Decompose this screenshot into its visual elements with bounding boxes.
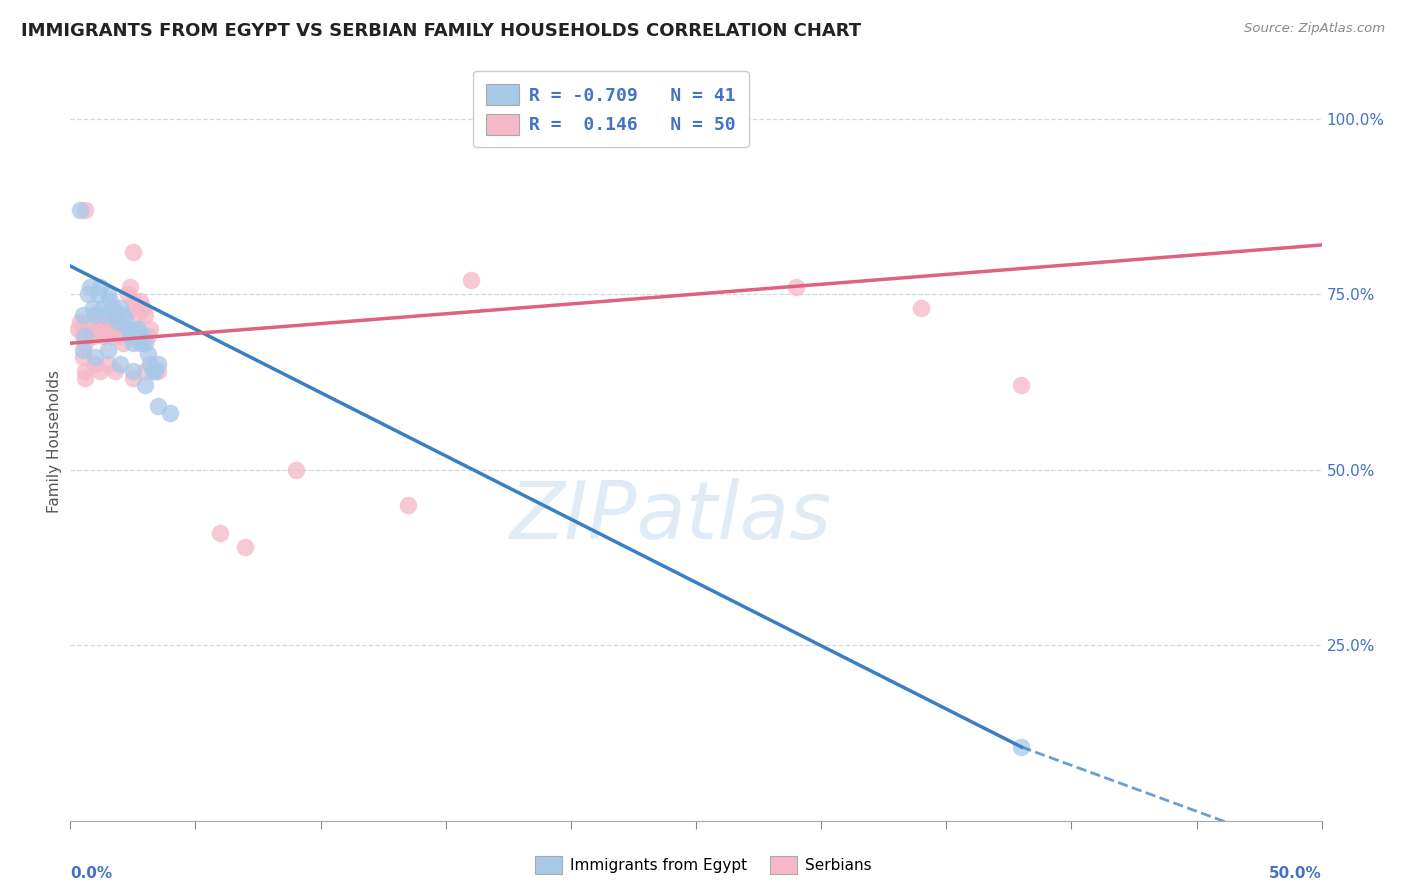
Point bbox=[1010, 739, 1032, 754]
Point bbox=[114, 311, 136, 326]
Point bbox=[87, 287, 110, 301]
Point bbox=[76, 287, 98, 301]
Point bbox=[120, 280, 142, 294]
Point bbox=[396, 498, 419, 512]
Point bbox=[235, 540, 257, 554]
Point bbox=[91, 301, 114, 315]
Point bbox=[84, 351, 107, 365]
Point bbox=[146, 357, 169, 371]
Point bbox=[104, 364, 127, 378]
Point bbox=[97, 343, 120, 358]
Point bbox=[134, 336, 156, 351]
Point bbox=[129, 294, 152, 309]
Point bbox=[110, 357, 132, 371]
Point bbox=[142, 364, 165, 378]
Point bbox=[139, 322, 162, 336]
Point bbox=[111, 336, 134, 351]
Point bbox=[98, 322, 121, 336]
Point bbox=[107, 322, 129, 336]
Point bbox=[121, 371, 145, 385]
Point bbox=[134, 364, 156, 378]
Point bbox=[76, 315, 98, 329]
Point bbox=[97, 357, 120, 371]
Point bbox=[145, 364, 167, 378]
Point bbox=[72, 351, 94, 365]
Point bbox=[87, 322, 110, 336]
Point bbox=[82, 329, 104, 343]
Point bbox=[159, 407, 181, 421]
Point bbox=[129, 336, 152, 351]
Point bbox=[127, 322, 149, 336]
Point bbox=[124, 301, 146, 315]
Point bbox=[132, 329, 155, 343]
Point bbox=[136, 347, 159, 361]
Point bbox=[117, 322, 139, 336]
Point bbox=[117, 287, 139, 301]
Point bbox=[120, 329, 142, 343]
Point bbox=[121, 336, 145, 351]
Point bbox=[94, 322, 117, 336]
Point bbox=[75, 329, 97, 343]
Point bbox=[121, 364, 145, 378]
Point bbox=[84, 357, 107, 371]
Point bbox=[97, 287, 120, 301]
Point bbox=[79, 322, 101, 336]
Point bbox=[89, 315, 111, 329]
Point bbox=[127, 308, 149, 322]
Point bbox=[89, 364, 111, 378]
Point bbox=[124, 322, 146, 336]
Point bbox=[75, 336, 97, 351]
Point bbox=[134, 378, 156, 392]
Point bbox=[284, 462, 307, 476]
Legend: R = -0.709   N = 41, R =  0.146   N = 50: R = -0.709 N = 41, R = 0.146 N = 50 bbox=[474, 71, 749, 147]
Point bbox=[101, 301, 124, 315]
Point bbox=[910, 301, 932, 315]
Point bbox=[84, 308, 107, 322]
Point bbox=[460, 273, 482, 287]
Point bbox=[111, 308, 134, 322]
Legend: Immigrants from Egypt, Serbians: Immigrants from Egypt, Serbians bbox=[529, 850, 877, 880]
Point bbox=[1010, 378, 1032, 392]
Point bbox=[69, 315, 91, 329]
Point bbox=[82, 301, 104, 315]
Point bbox=[139, 357, 162, 371]
Point bbox=[101, 329, 124, 343]
Point bbox=[110, 301, 132, 315]
Point bbox=[134, 308, 156, 322]
Point bbox=[66, 322, 89, 336]
Point bbox=[75, 371, 97, 385]
Point bbox=[75, 364, 97, 378]
Point bbox=[114, 322, 136, 336]
Y-axis label: Family Households: Family Households bbox=[46, 370, 62, 513]
Point bbox=[91, 329, 114, 343]
Point bbox=[84, 308, 107, 322]
Text: IMMIGRANTS FROM EGYPT VS SERBIAN FAMILY HOUSEHOLDS CORRELATION CHART: IMMIGRANTS FROM EGYPT VS SERBIAN FAMILY … bbox=[21, 22, 862, 40]
Point bbox=[72, 343, 94, 358]
Point bbox=[132, 301, 155, 315]
Point bbox=[121, 244, 145, 259]
Point bbox=[146, 364, 169, 378]
Text: Source: ZipAtlas.com: Source: ZipAtlas.com bbox=[1244, 22, 1385, 36]
Point bbox=[98, 294, 121, 309]
Point bbox=[75, 202, 97, 217]
Point bbox=[104, 308, 127, 322]
Text: 0.0%: 0.0% bbox=[70, 866, 112, 881]
Point bbox=[110, 329, 132, 343]
Point bbox=[89, 280, 111, 294]
Point bbox=[104, 315, 127, 329]
Point bbox=[209, 525, 232, 540]
Point bbox=[97, 308, 120, 322]
Point bbox=[72, 329, 94, 343]
Point bbox=[79, 280, 101, 294]
Point bbox=[136, 329, 159, 343]
Point bbox=[69, 202, 91, 217]
Point bbox=[107, 315, 129, 329]
Point bbox=[785, 280, 807, 294]
Text: ZIPatlas: ZIPatlas bbox=[510, 478, 832, 557]
Point bbox=[121, 294, 145, 309]
Point bbox=[72, 308, 94, 322]
Point bbox=[94, 308, 117, 322]
Point bbox=[146, 400, 169, 414]
Text: 50.0%: 50.0% bbox=[1268, 866, 1322, 881]
